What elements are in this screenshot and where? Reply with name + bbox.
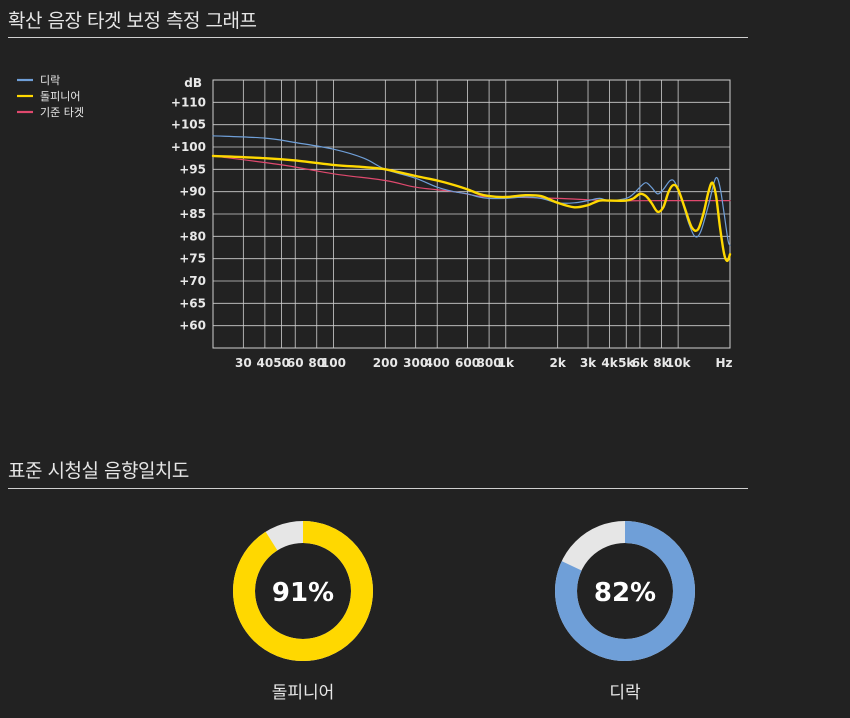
x-tick-label: 50 [273,356,290,370]
y-axis-labels: +60 +65 +70 +75 +80 +85 +90 +95 +100 +105 +110 dB [171,76,206,333]
donut-percent: 91% [272,578,334,608]
y-tick-label: +70 [179,274,206,288]
x-tick-label: 40 [257,356,274,370]
x-tick-label: 300 [403,356,428,370]
x-tick-label: 30 [235,356,252,370]
x-tick-label: 6k [632,356,649,370]
fr-section-title: 확산 음장 타겟 보정 측정 그래프 [8,10,257,32]
match-section-title: 표준 시청실 음향일치도 [8,460,189,482]
x-tick-label: 800 [477,356,502,370]
x-tick-label: 4k [601,356,618,370]
y-tick-label: +65 [179,296,206,310]
match-section-divider [8,488,748,489]
series-line-2 [212,155,731,202]
y-tick-label: +80 [179,229,206,243]
x-tick-label: 600 [455,356,480,370]
y-tick-label: +95 [179,162,206,176]
y-tick-label: +85 [179,207,206,221]
legend-label: 기준 타겟 [40,106,84,119]
donut-percent: 82% [594,578,656,608]
chart-grid [212,79,731,349]
y-tick-label: +110 [171,95,206,109]
y-tick-label: +105 [171,118,206,132]
legend-label: 디락 [40,74,60,87]
x-tick-label: 1k [498,356,515,370]
donut-value-arc [233,521,373,661]
y-tick-label: +75 [179,252,206,266]
donut-card-dirac: 82% 디락 [540,520,710,703]
donut-card-dolphinear: 91% 돌피니어 [218,520,388,703]
y-tick-label: +90 [179,185,206,199]
y-tick-label: +60 [179,319,206,333]
x-tick-label: 400 [425,356,450,370]
x-tick-label: 80 [308,356,325,370]
series-line-1 [211,154,732,263]
legend-label: 돌피니어 [40,90,80,103]
y-tick-label: +100 [171,140,206,154]
x-tick-label: 60 [287,356,304,370]
donut-chart-dolphinear: 91% [233,521,373,661]
donut-value-arc [555,521,695,661]
x-tick-label: 3k [580,356,597,370]
y-unit-label: dB [184,76,202,90]
donut-name: 디락 [609,683,641,703]
x-unit-label: Hz [715,356,732,370]
x-tick-label: 5k [618,356,635,370]
x-tick-label: 2k [549,356,566,370]
donut-name: 돌피니어 [271,683,335,703]
fr-section-divider [8,37,748,38]
x-tick-label: 100 [321,356,346,370]
chart-series [211,135,732,263]
x-tick-label: 200 [373,356,398,370]
x-tick-label: 10k [666,356,692,370]
x-tick-label: 8k [653,356,670,370]
donut-chart-dirac: 82% [555,521,695,661]
